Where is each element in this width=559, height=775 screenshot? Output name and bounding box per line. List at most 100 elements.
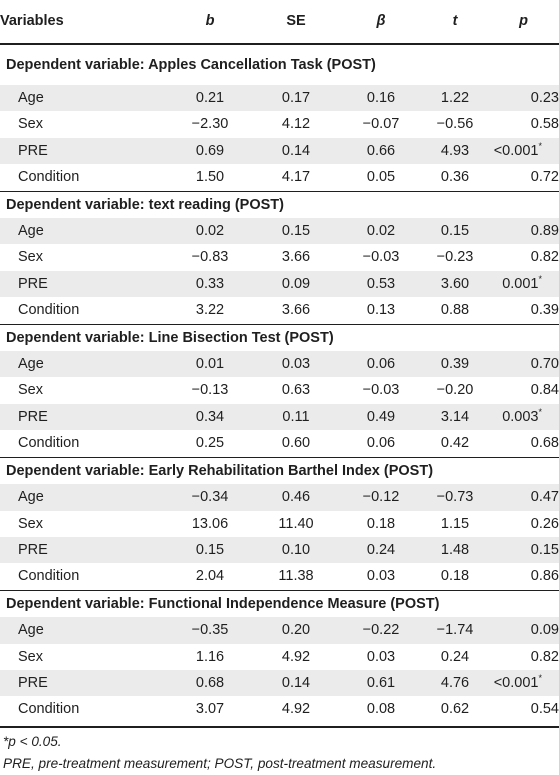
cell-b: −0.13 <box>168 377 252 404</box>
cell-t: −1.74 <box>422 617 488 644</box>
cell-t: 3.60 <box>422 270 488 298</box>
cell-t: −0.20 <box>422 377 488 404</box>
cell-p: 0.09 <box>488 617 559 644</box>
header-variables: Variables <box>0 13 64 30</box>
cell-t: 0.15 <box>422 218 488 245</box>
cell-variable: Condition <box>0 297 168 325</box>
cell-t: 0.42 <box>422 430 488 458</box>
cell-variable: Age <box>0 484 168 511</box>
section-header-row: Dependent variable: Functional Independe… <box>0 589 559 618</box>
table-header-row: Variables b SE β t p <box>0 0 559 44</box>
cell-variable: Sex <box>0 244 168 271</box>
cell-p: 0.82 <box>488 244 559 271</box>
cell-b: −0.83 <box>168 244 252 271</box>
cell-p: 0.39 <box>488 297 559 325</box>
cell-beta: 0.61 <box>340 669 422 697</box>
cell-variable: Sex <box>0 111 168 138</box>
cell-t: 4.76 <box>422 669 488 697</box>
cell-se: 4.92 <box>252 643 340 670</box>
cell-beta: 0.16 <box>340 85 422 112</box>
section-title: Dependent variable: Functional Independe… <box>0 589 559 618</box>
cell-b: 0.01 <box>168 351 252 378</box>
cell-variable: PRE <box>0 669 168 697</box>
cell-b: 2.04 <box>168 563 252 591</box>
section-header-row: Dependent variable: Line Bisection Test … <box>0 323 559 352</box>
cell-b: 1.16 <box>168 643 252 670</box>
cell-t: 3.14 <box>422 403 488 431</box>
cell-b: 0.15 <box>168 536 252 564</box>
cell-variable: Condition <box>0 563 168 591</box>
cell-t: 0.24 <box>422 643 488 670</box>
section-title: Dependent variable: text reading (POST) <box>0 190 559 219</box>
cell-beta: 0.06 <box>340 351 422 378</box>
table-row: PRE 0.69 0.14 0.66 4.93 <0.001* <box>0 137 559 165</box>
cell-beta: 0.24 <box>340 536 422 564</box>
cell-t: 4.93 <box>422 137 488 165</box>
header-se: SE <box>286 13 306 30</box>
cell-se: 0.17 <box>252 85 340 112</box>
table-row: Condition 2.04 11.38 0.03 0.18 0.86 <box>0 563 559 591</box>
cell-t: 0.18 <box>422 563 488 591</box>
cell-p: 0.68 <box>488 430 559 458</box>
cell-variable: Age <box>0 218 168 245</box>
table-row: PRE 0.15 0.10 0.24 1.48 0.15 <box>0 536 559 564</box>
cell-variable: Condition <box>0 696 168 723</box>
table-row: Condition 0.25 0.60 0.06 0.42 0.68 <box>0 430 559 458</box>
cell-b: 0.68 <box>168 669 252 697</box>
cell-se: 11.38 <box>252 563 340 591</box>
table-bottom-rule <box>0 725 559 728</box>
significance-marker: * <box>538 407 542 418</box>
cell-variable: PRE <box>0 137 168 165</box>
cell-p: 0.82 <box>488 643 559 670</box>
cell-t: −0.23 <box>422 244 488 271</box>
cell-b: 0.33 <box>168 270 252 298</box>
table-row: Sex 13.06 11.40 0.18 1.15 0.26 <box>0 510 559 537</box>
cell-se: 0.14 <box>252 137 340 165</box>
cell-t: 1.48 <box>422 536 488 564</box>
cell-variable: Age <box>0 617 168 644</box>
cell-beta: −0.22 <box>340 617 422 644</box>
cell-b: 0.34 <box>168 403 252 431</box>
cell-se: 0.60 <box>252 430 340 458</box>
section-title: Dependent variable: Early Rehabilitation… <box>0 456 559 485</box>
cell-variable: Sex <box>0 643 168 670</box>
cell-se: 4.12 <box>252 111 340 138</box>
cell-p: 0.70 <box>488 351 559 378</box>
cell-p: 0.58 <box>488 111 559 138</box>
cell-beta: −0.03 <box>340 377 422 404</box>
table-row: Age −0.34 0.46 −0.12 −0.73 0.47 <box>0 484 559 511</box>
cell-variable: PRE <box>0 270 168 298</box>
cell-b: 3.07 <box>168 696 252 723</box>
cell-p: 0.23 <box>488 85 559 112</box>
header-b: b <box>205 13 215 30</box>
cell-se: 0.10 <box>252 536 340 564</box>
cell-beta: 0.05 <box>340 164 422 192</box>
table-footnotes: *p < 0.05. PRE, pre-treatment measuremen… <box>3 731 436 775</box>
footnote-abbreviations: PRE, pre-treatment measurement; POST, po… <box>3 755 437 771</box>
cell-b: −2.30 <box>168 111 252 138</box>
cell-t: 0.62 <box>422 696 488 723</box>
cell-p: 0.89 <box>488 218 559 245</box>
cell-beta: −0.12 <box>340 484 422 511</box>
cell-b: 13.06 <box>168 510 252 537</box>
section-header-row: Dependent variable: Early Rehabilitation… <box>0 456 559 485</box>
cell-se: 0.11 <box>252 403 340 431</box>
cell-p: 0.86 <box>488 563 559 591</box>
cell-se: 3.66 <box>252 244 340 271</box>
cell-b: 3.22 <box>168 297 252 325</box>
table-row: PRE 0.33 0.09 0.53 3.60 0.001* <box>0 270 559 298</box>
table-row: Condition 3.07 4.92 0.08 0.62 0.54 <box>0 696 559 723</box>
cell-se: 4.92 <box>252 696 340 723</box>
cell-se: 0.03 <box>252 351 340 378</box>
table-row: Age 0.02 0.15 0.02 0.15 0.89 <box>0 218 559 245</box>
cell-variable: Age <box>0 85 168 112</box>
header-p: p <box>519 13 528 30</box>
cell-se: 0.46 <box>252 484 340 511</box>
cell-beta: −0.07 <box>340 111 422 138</box>
cell-t: 0.39 <box>422 351 488 378</box>
cell-se: 0.20 <box>252 617 340 644</box>
footnote-significance: *p < 0.05. <box>3 733 62 749</box>
cell-beta: 0.53 <box>340 270 422 298</box>
cell-beta: 0.02 <box>340 218 422 245</box>
cell-beta: 0.03 <box>340 563 422 591</box>
